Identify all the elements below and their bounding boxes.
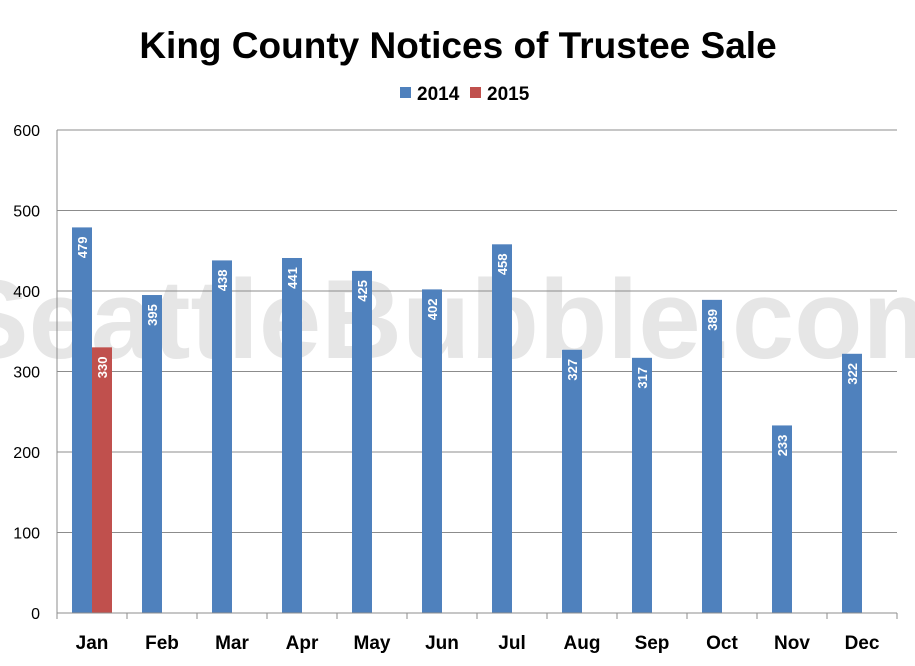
data-label-2014-dec: 322 (845, 363, 860, 385)
legend-swatch-2015 (470, 87, 481, 98)
y-tick-label-600: 600 (13, 123, 40, 140)
x-tick-label-dec: Dec (845, 633, 880, 654)
data-label-2014-feb: 395 (145, 304, 160, 326)
bar-2014-mar (212, 260, 232, 613)
bar-2014-oct (702, 299, 722, 613)
data-label-2014-mar: 438 (215, 270, 230, 292)
x-tick-label-may: May (354, 633, 391, 654)
data-label-2015-jan: 330 (95, 356, 110, 378)
x-tick-label-aug: Aug (564, 633, 601, 654)
bar-2014-may (352, 270, 372, 613)
x-tick-label-sep: Sep (635, 633, 670, 654)
bar-2014-nov (772, 425, 792, 613)
y-tick-label-100: 100 (13, 526, 40, 543)
y-tick-label-500: 500 (13, 204, 40, 221)
bar-2014-apr (282, 257, 302, 613)
bar-2014-jun (422, 289, 442, 613)
x-tick-label-jan: Jan (76, 633, 109, 654)
bar-2014-jul (492, 244, 512, 613)
legend-swatch-2014 (400, 87, 411, 98)
data-label-2014-jul: 458 (495, 253, 510, 275)
x-tick-label-oct: Oct (706, 633, 738, 654)
y-tick-label-300: 300 (13, 365, 40, 382)
bar-2014-sep (632, 357, 652, 613)
data-label-2014-jun: 402 (425, 299, 440, 321)
legend-label-2014: 2014 (417, 84, 460, 105)
data-label-2014-apr: 441 (285, 267, 300, 289)
x-tick-label-apr: Apr (286, 633, 319, 654)
data-label-2014-jan: 479 (75, 237, 90, 259)
axes: 0 100 200 300 400 500 600 Jan Feb Mar Apr May Jun Jul… (13, 123, 898, 654)
data-label-2014-may: 425 (355, 280, 370, 302)
data-label-2014-aug: 327 (565, 359, 580, 381)
x-tick-label-mar: Mar (215, 633, 249, 654)
data-label-2014-sep: 317 (635, 367, 650, 389)
watermark: SeattleBubble.com (0, 257, 915, 382)
chart-title: King County Notices of Trustee Sale (139, 25, 776, 66)
bar-2014-aug (562, 349, 582, 613)
y-tick-label-0: 0 (31, 606, 40, 623)
x-tick-label-jun: Jun (425, 633, 459, 654)
bars: 479 395 438 441 425 402 458 327 317 389 233 322 330 (72, 227, 862, 613)
bar-2014-dec (842, 353, 862, 613)
gridlines (57, 129, 897, 533)
data-label-2014-nov: 233 (775, 435, 790, 457)
x-tick-label-feb: Feb (145, 633, 179, 654)
x-tick-label-nov: Nov (774, 633, 810, 654)
bar-2015-jan (92, 347, 112, 613)
x-tick-label-jul: Jul (498, 633, 525, 654)
data-label-2014-oct: 389 (705, 309, 720, 331)
y-tick-label-400: 400 (13, 284, 40, 301)
bar-2014-jan (72, 227, 92, 613)
legend-label-2015: 2015 (487, 84, 530, 105)
bar-2014-feb (142, 295, 162, 613)
legend: 2014 2015 (400, 84, 530, 105)
y-tick-label-200: 200 (13, 445, 40, 462)
